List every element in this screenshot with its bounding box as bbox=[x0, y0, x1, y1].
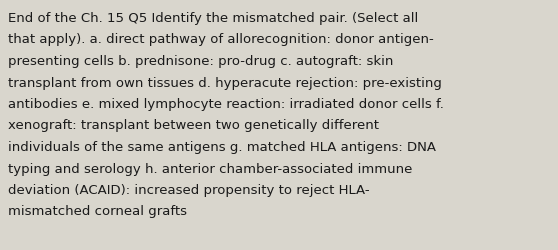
Text: that apply). a. direct pathway of allorecognition: donor antigen-: that apply). a. direct pathway of allore… bbox=[8, 33, 434, 46]
Text: typing and serology h. anterior chamber-associated immune: typing and serology h. anterior chamber-… bbox=[8, 162, 412, 175]
Text: individuals of the same antigens g. matched HLA antigens: DNA: individuals of the same antigens g. matc… bbox=[8, 140, 436, 153]
Text: mismatched corneal grafts: mismatched corneal grafts bbox=[8, 205, 187, 218]
Text: transplant from own tissues d. hyperacute rejection: pre-existing: transplant from own tissues d. hyperacut… bbox=[8, 76, 442, 89]
Text: xenograft: transplant between two genetically different: xenograft: transplant between two geneti… bbox=[8, 119, 379, 132]
Text: End of the Ch. 15 Q5 Identify the mismatched pair. (Select all: End of the Ch. 15 Q5 Identify the mismat… bbox=[8, 12, 418, 25]
Text: presenting cells b. prednisone: pro-drug c. autograft: skin: presenting cells b. prednisone: pro-drug… bbox=[8, 55, 393, 68]
Text: deviation (ACAID): increased propensity to reject HLA-: deviation (ACAID): increased propensity … bbox=[8, 183, 369, 196]
Text: antibodies e. mixed lymphocyte reaction: irradiated donor cells f.: antibodies e. mixed lymphocyte reaction:… bbox=[8, 98, 444, 110]
